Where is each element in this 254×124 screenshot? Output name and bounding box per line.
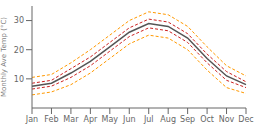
svg-text:Aug: Aug — [160, 115, 176, 124]
svg-text:May: May — [102, 115, 119, 124]
svg-text:Jan: Jan — [25, 115, 38, 124]
svg-text:Apr: Apr — [83, 115, 98, 124]
svg-text:Jul: Jul — [143, 115, 154, 124]
svg-text:20: 20 — [14, 46, 24, 55]
svg-text:Nov: Nov — [219, 115, 235, 124]
svg-text:Monthly Ave Temp (°C): Monthly Ave Temp (°C) — [8, 17, 9, 97]
svg-text:Feb: Feb — [44, 115, 58, 124]
svg-text:Oct: Oct — [200, 115, 214, 124]
svg-text:30: 30 — [14, 16, 24, 25]
svg-text:Dec: Dec — [238, 115, 246, 124]
svg-text:Mar: Mar — [63, 115, 79, 124]
svg-text:Jun: Jun — [122, 115, 136, 124]
svg-text:10: 10 — [14, 75, 24, 84]
svg-text:Sep: Sep — [180, 115, 195, 124]
